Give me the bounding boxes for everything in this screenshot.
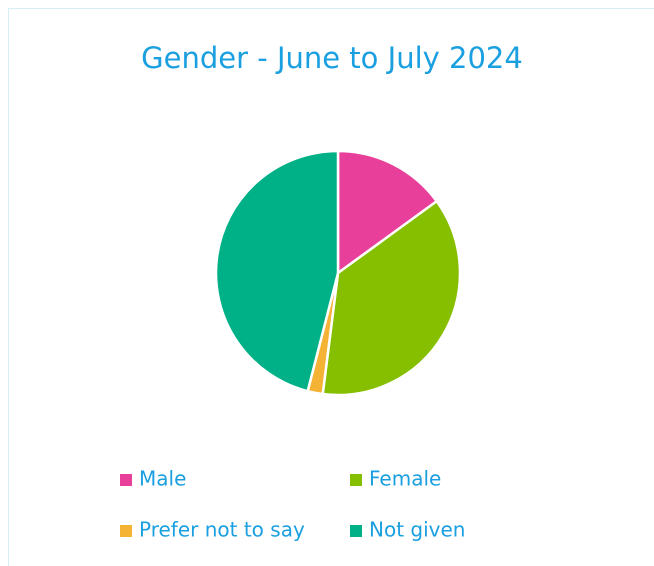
legend-label: Not given bbox=[369, 518, 465, 542]
pie-slice bbox=[214, 149, 340, 393]
legend-swatch bbox=[120, 525, 132, 537]
legend-label: Male bbox=[139, 467, 186, 491]
legend-swatch bbox=[120, 474, 132, 486]
pie-slice bbox=[336, 149, 439, 276]
chart-title: Gender - June to July 2024 bbox=[141, 41, 523, 75]
legend-swatch bbox=[350, 525, 362, 537]
legend-label: Prefer not to say bbox=[139, 518, 305, 542]
legend-label: Female bbox=[369, 467, 441, 491]
legend-swatch bbox=[350, 474, 362, 486]
pie-slice bbox=[321, 199, 462, 397]
